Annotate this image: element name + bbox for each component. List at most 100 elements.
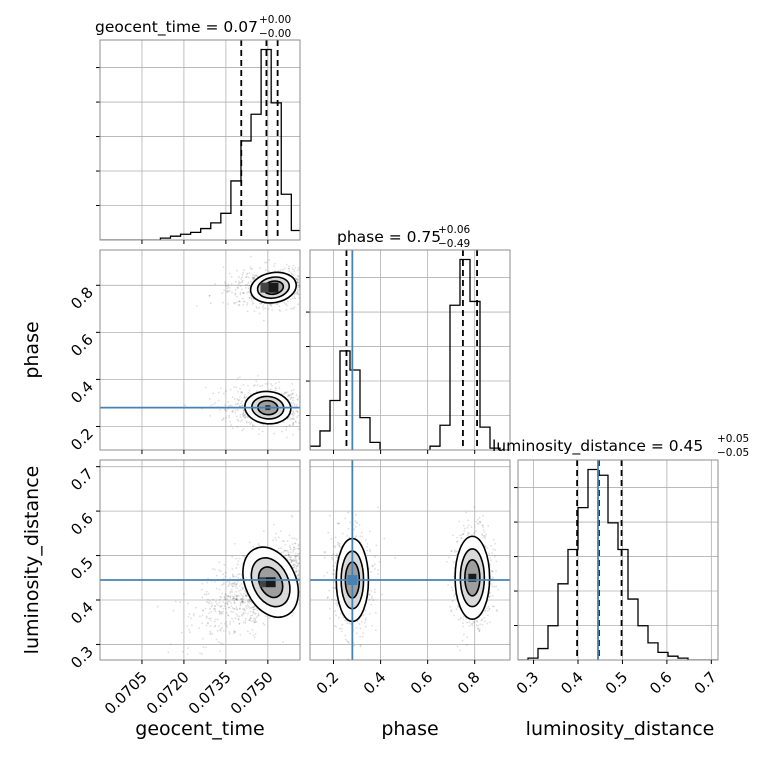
sample-point [226,290,229,292]
sample-point [290,558,292,561]
sample-point [459,649,461,652]
sample-point [244,609,247,612]
sample-point [241,391,243,394]
sample-point [293,403,296,406]
sample-point [297,547,300,550]
sample-point [325,573,327,575]
sample-point [246,273,248,275]
sample-point [459,617,462,620]
sample-point [308,551,310,553]
sample-point [328,542,330,544]
sample-point [249,632,252,635]
sample-point [359,533,361,535]
sample-point [172,609,175,612]
sample-point [188,631,191,634]
sample-point [248,541,251,544]
sample-point [235,613,238,616]
sample-point [228,286,231,289]
sample-point [465,643,468,646]
sample-point [297,577,300,580]
sample-point [244,416,246,419]
sample-point [291,413,294,416]
sample-point [363,621,366,624]
sample-point [489,564,492,567]
sample-point [321,549,323,551]
sample-point [219,595,222,598]
sample-point [314,570,316,572]
sample-point [483,534,486,537]
sample-point [220,596,223,599]
sample-point [297,562,300,565]
sample-point [207,601,210,604]
sample-point [249,600,251,602]
sample-point [451,600,454,602]
sample-point [484,620,486,623]
sample-point [208,617,211,620]
sample-point [301,581,303,583]
sample-point [233,607,236,610]
sample-point [200,588,203,591]
sample-point [237,618,240,620]
sample-point [241,404,244,407]
sample-point [323,542,325,544]
tick-label: 0.4 [67,598,97,628]
sample-point [223,605,226,608]
tick-label: 0.5 [602,668,632,698]
sample-point [201,609,204,612]
sample-point [288,394,291,396]
sample-point [292,402,295,404]
sample-point [236,594,239,597]
sample-point [237,419,240,422]
density-peak [268,282,279,293]
sample-point [209,617,212,620]
sample-point [292,264,295,267]
sample-point [218,610,221,613]
sample-point [301,589,303,591]
sample-point [252,608,255,611]
sample-point [494,549,497,551]
sample-point [301,553,303,555]
sample-point [202,677,204,679]
sample-point [226,291,229,294]
sample-point [305,286,307,288]
sample-point [356,620,359,623]
sample-point [209,607,211,610]
sample-point [296,281,299,284]
sample-point [316,538,318,540]
sample-point [244,622,247,624]
sample-point [462,615,465,618]
sample-point [246,301,249,304]
sample-point [235,598,238,601]
sample-point [231,585,234,588]
sample-point [198,615,201,618]
sample-point [302,426,304,428]
sample-point [287,267,290,270]
sample-point [283,301,286,304]
sample-point [292,396,295,399]
sample-point [281,268,284,271]
sample-point [346,535,349,537]
sample-point [292,421,295,424]
sample-point [293,537,296,540]
sample-point [240,277,243,280]
sample-point [305,566,307,568]
sample-point [252,606,255,609]
sample-point [220,584,223,586]
sample-point [242,621,245,624]
sample-point [251,606,254,609]
sample-point [305,269,307,271]
sample-point [236,608,239,611]
sample-point [303,427,305,429]
sample-point [292,566,295,569]
sample-point [307,555,309,557]
sample-point [284,549,287,552]
sample-point [283,540,285,543]
sample-point [279,530,282,532]
sample-point [179,601,182,604]
sample-point [274,386,277,389]
sample-point [275,539,278,542]
sample-point [300,573,302,575]
sample-point [261,306,264,309]
sample-point [243,395,246,398]
sample-point [291,267,294,269]
